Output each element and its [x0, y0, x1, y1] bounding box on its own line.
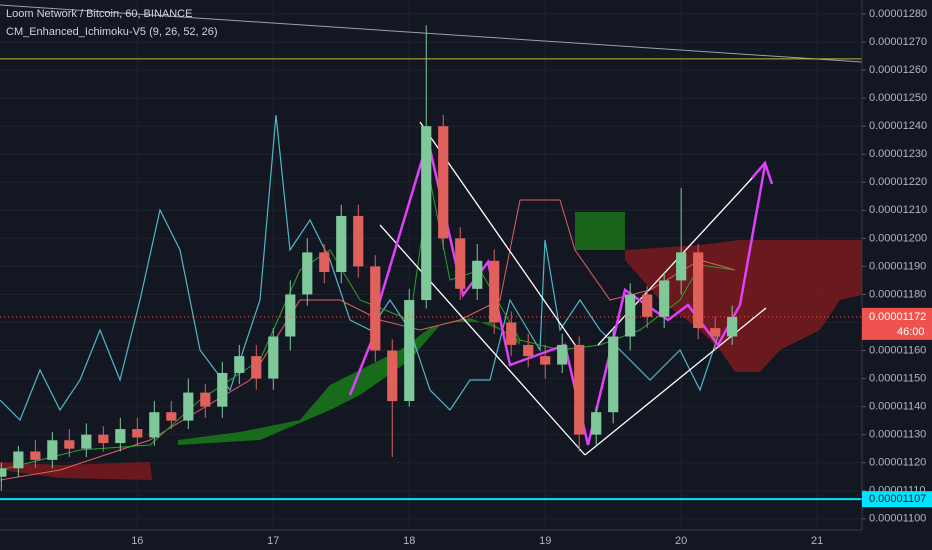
candle-body [319, 252, 330, 273]
y-tick-label: 0.00001180 [869, 288, 926, 300]
candle-body [183, 392, 194, 421]
y-tick-label: 0.00001230 [869, 148, 927, 160]
candle-body [455, 238, 466, 289]
candle-body [234, 356, 245, 373]
y-tick-label: 0.00001150 [869, 372, 926, 384]
candle-body [302, 252, 313, 295]
last-price-label: 0.00001172 [869, 311, 926, 323]
candle-body [438, 126, 449, 239]
y-tick-label: 0.00001100 [869, 513, 926, 525]
candle-body [285, 294, 296, 337]
candle-body [421, 126, 432, 301]
candle-body [710, 328, 721, 337]
y-tick-label: 0.00001140 [869, 401, 926, 413]
indicator-line [0, 114, 721, 422]
candle-body [200, 392, 211, 407]
x-tick-label: 21 [811, 535, 823, 547]
candle-body [115, 429, 126, 444]
indicator-title: CM_Enhanced_Ichimoku-V5 (9, 26, 52, 26) [6, 26, 218, 38]
candle-body [659, 280, 670, 317]
y-tick-label: 0.00001190 [869, 260, 926, 272]
price-axis [862, 0, 932, 550]
candle-body [30, 451, 41, 460]
y-tick-label: 0.00001210 [869, 204, 927, 216]
candle-body [353, 215, 364, 267]
chart-title: Loom Network / Bitcoin, 60, BINANCE [6, 8, 192, 20]
candle-body [47, 440, 58, 460]
candle-body [727, 316, 738, 337]
x-tick-label: 20 [675, 535, 687, 547]
candle-body [0, 468, 7, 477]
candle-body [591, 412, 602, 435]
support-price-tag [862, 491, 932, 508]
ichimoku-cloud-green [178, 318, 520, 445]
y-tick-label: 0.00001120 [869, 457, 926, 469]
countdown-label: 46:00 [897, 326, 925, 338]
candle-body [574, 344, 585, 435]
candle-body [387, 350, 398, 402]
candle-body [608, 336, 619, 413]
candle-body [13, 451, 24, 469]
candle-body [132, 429, 143, 438]
y-tick-label: 0.00001250 [869, 92, 927, 104]
y-tick-label: 0.00001200 [869, 232, 927, 244]
candle-body [81, 434, 92, 449]
candle-body [557, 344, 568, 365]
candle-body [472, 260, 483, 289]
candle-body [166, 412, 177, 421]
candle-body [98, 434, 109, 444]
candle-body [540, 356, 551, 365]
candle-body [676, 252, 687, 281]
candle-body [404, 300, 415, 402]
x-tick-label: 19 [539, 535, 551, 547]
candle-body [149, 412, 160, 438]
last-price-tag [862, 307, 932, 340]
candle-body [506, 322, 517, 345]
y-tick-label: 0.00001280 [869, 8, 927, 20]
candle-body [642, 294, 653, 317]
y-tick-label: 0.00001240 [869, 120, 927, 132]
candle-body [370, 266, 381, 351]
y-tick-label: 0.00001160 [869, 344, 926, 356]
trend-line [0, 4, 863, 63]
candle-body [693, 252, 704, 329]
x-tick-label: 17 [267, 535, 279, 547]
candle-body [489, 260, 500, 323]
candle-body [251, 356, 262, 379]
y-tick-label: 0.00001260 [869, 64, 927, 76]
ichimoku-cloud-green [575, 212, 625, 250]
ichimoku-cloud-red [0, 462, 152, 480]
candle-body [217, 372, 228, 407]
candle-body [64, 440, 75, 449]
candle-body [523, 344, 534, 357]
y-tick-label: 0.00001270 [869, 36, 927, 48]
candle-body [336, 215, 347, 273]
x-tick-label: 16 [131, 535, 143, 547]
arrow-head [751, 160, 774, 185]
x-tick-label: 18 [403, 535, 415, 547]
y-tick-label: 0.00001220 [869, 176, 927, 188]
y-tick-label: 0.00001130 [869, 429, 926, 441]
candle-body [625, 294, 636, 337]
candle-body [268, 336, 279, 379]
support-price-label: 0.00001107 [869, 493, 926, 505]
